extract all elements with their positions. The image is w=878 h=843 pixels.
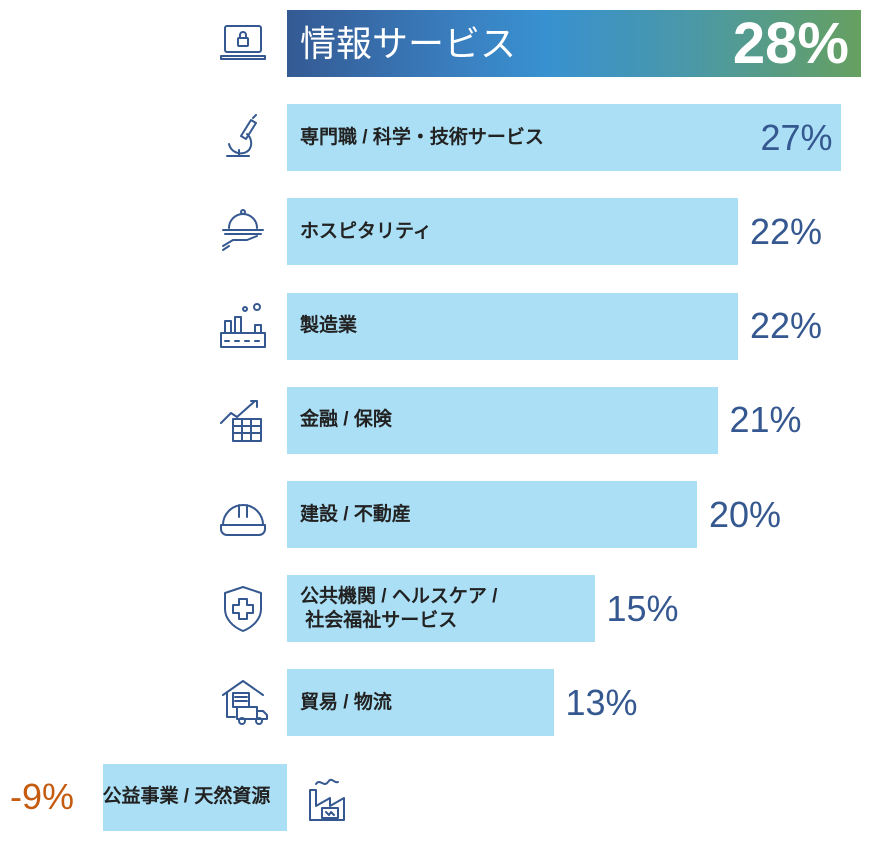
category-label: 金融 / 保険 xyxy=(300,409,392,431)
category-label: 情報サービス xyxy=(300,23,517,64)
bar: 建設 / 不動産 xyxy=(287,481,697,548)
category-label: ホスピタリティ xyxy=(300,221,432,243)
value-label: 20% xyxy=(709,493,782,535)
bar: 貿易 / 物流 xyxy=(287,669,554,737)
value-label: 22% xyxy=(750,305,823,347)
value-label: -9% xyxy=(10,776,75,818)
factory-icon xyxy=(215,299,271,355)
category-label: 建設 / 不動産 xyxy=(300,503,411,525)
value-label: 27% xyxy=(760,116,833,158)
hard-hat-icon xyxy=(215,487,271,543)
bar: 公共機関 / ヘルスケア / 社会福祉サービス xyxy=(287,575,595,643)
value-label: 13% xyxy=(565,681,638,723)
value-label: 15% xyxy=(606,587,679,629)
service-cloche-icon xyxy=(215,204,271,260)
value-label: 28% xyxy=(732,11,849,76)
category-label: 公益事業 / 天然資源 xyxy=(102,786,271,808)
bar: 公益事業 / 天然資源 xyxy=(102,763,287,831)
value-label: 22% xyxy=(750,210,823,252)
health-shield-icon xyxy=(215,581,271,637)
value-label: 21% xyxy=(729,399,802,441)
power-plant-icon xyxy=(300,770,356,826)
bar: 専門職 / 科学・技術サービス xyxy=(287,104,841,172)
finance-chart-icon xyxy=(215,393,271,449)
bar: 情報サービス xyxy=(287,10,861,77)
bar: 製造業 xyxy=(287,292,738,360)
category-label: 公共機関 / ヘルスケア / 社会福祉サービス xyxy=(300,585,498,631)
category-label: 貿易 / 物流 xyxy=(300,692,392,714)
category-label: 専門職 / 科学・技術サービス xyxy=(300,126,544,148)
microscope-icon xyxy=(215,110,271,166)
category-label: 製造業 xyxy=(300,315,358,337)
bar: 金融 / 保険 xyxy=(287,386,718,454)
warehouse-truck-icon xyxy=(215,675,271,731)
laptop-lock-icon xyxy=(215,16,271,72)
bar: ホスピタリティ xyxy=(287,198,738,266)
